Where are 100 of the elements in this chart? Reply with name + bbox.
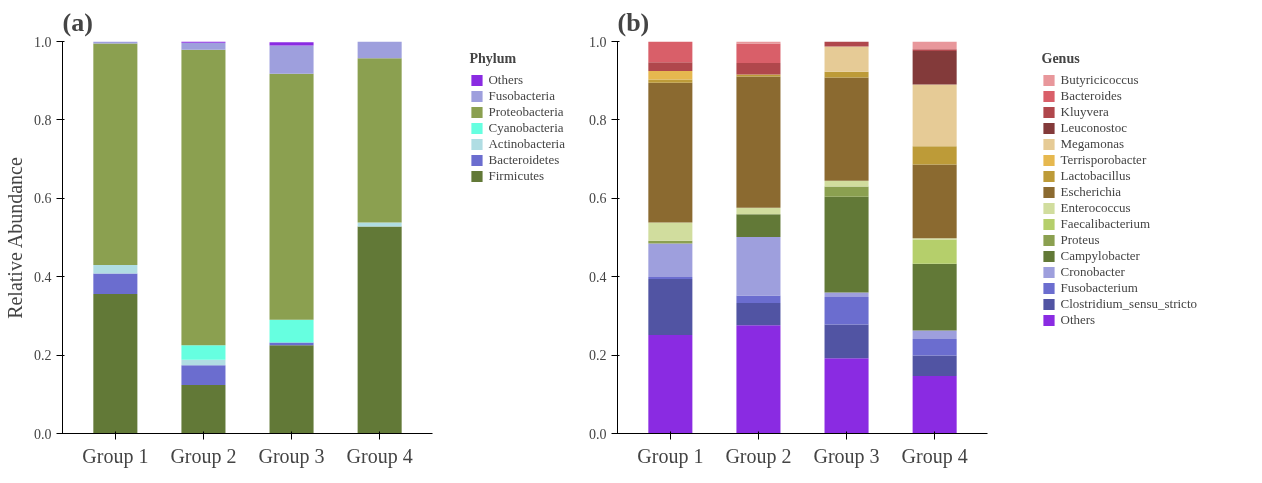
legend-label: Cronobacter: [1060, 264, 1125, 280]
legend-label: Terrisporobacter: [1060, 152, 1147, 168]
bar: [648, 70, 693, 80]
y-tick-label: 0.4: [589, 269, 607, 285]
bar: [736, 43, 781, 64]
bar: [912, 355, 957, 376]
legend-label: Lactobacillus: [1060, 168, 1131, 184]
y-tick-label: 0.0: [589, 426, 607, 442]
y-tick-label: 0.2: [589, 348, 607, 364]
bar: [824, 180, 869, 187]
bar: [648, 79, 693, 83]
bar: [912, 239, 957, 264]
bar: [93, 264, 138, 274]
legend-label: Bacteroidetes: [488, 152, 560, 168]
bar: [824, 292, 869, 298]
bar: [181, 384, 226, 434]
bar: [912, 330, 957, 340]
legend-label: Kluyvera: [1060, 104, 1109, 120]
bar: [93, 293, 138, 434]
legend-label: Fusobacterium: [1060, 280, 1138, 296]
y-tick-label: 0.4: [34, 269, 52, 285]
bar: [269, 42, 314, 46]
bar: [824, 196, 869, 293]
bar: [824, 77, 869, 181]
bar: [93, 273, 138, 294]
legend-label: Bacteroides: [1060, 88, 1122, 104]
bar: [357, 222, 402, 227]
bar: [648, 41, 693, 63]
bar: [736, 325, 781, 434]
bar: [824, 324, 869, 359]
y-tick-label: 1.0: [34, 34, 52, 50]
bar: [93, 43, 138, 265]
bar: [824, 186, 869, 197]
legend-label: Enterococcus: [1060, 200, 1131, 216]
bar: [736, 76, 781, 208]
bar: [648, 243, 693, 278]
x-tick-label: Group 2: [725, 444, 792, 468]
y-tick-label: 0.2: [34, 348, 52, 364]
bar: [736, 302, 781, 326]
bar: [181, 359, 226, 366]
bar: [181, 42, 226, 50]
legend-title: Phylum: [469, 51, 518, 67]
y-tick-label: 0.8: [34, 112, 52, 128]
y-tick-label: 0.6: [34, 191, 52, 207]
bar: [736, 295, 781, 303]
bar: [912, 50, 957, 85]
bar: [824, 297, 869, 325]
legend-label: Butyricicoccus: [1060, 72, 1139, 88]
bar: [269, 345, 314, 434]
y-tick-label: 0.0: [34, 426, 52, 442]
bar: [357, 226, 402, 434]
bar: [912, 146, 957, 165]
legend-label: Proteus: [1060, 232, 1100, 248]
bar: [824, 71, 869, 78]
x-tick-label: Group 1: [637, 444, 704, 468]
bar: [824, 46, 869, 72]
x-tick-label: Group 1: [82, 444, 149, 468]
bar: [269, 45, 314, 74]
bar: [269, 319, 314, 343]
bar: [357, 41, 402, 59]
bar: [736, 237, 781, 296]
chart-title: (b): [617, 7, 650, 37]
legend-label: Others: [488, 72, 524, 88]
legend-label: Cyanobacteria: [488, 120, 564, 136]
legend-label: Clostridium_sensu_stricto: [1060, 296, 1197, 312]
x-tick-label: Group 2: [170, 444, 237, 468]
bar: [648, 62, 693, 71]
y-tick-label: 0.6: [589, 191, 607, 207]
x-tick-label: Group 3: [813, 444, 880, 468]
legend-label: Escherichia: [1060, 184, 1122, 200]
bar: [912, 84, 957, 147]
bar: [181, 49, 226, 346]
legend-label: Fusobacteria: [488, 88, 555, 104]
legend-title: Genus: [1041, 51, 1081, 67]
bar: [736, 207, 781, 215]
bar: [912, 375, 957, 434]
legend-label: Others: [1060, 312, 1096, 328]
y-tick-label: 1.0: [589, 34, 607, 50]
bar: [181, 365, 226, 385]
x-tick-label: Group 4: [346, 444, 413, 468]
legend-label: Faecalibacterium: [1060, 216, 1151, 232]
legend-label: Actinobacteria: [488, 136, 565, 152]
bar: [648, 335, 693, 434]
bar: [181, 345, 226, 360]
bar: [648, 222, 693, 241]
y-tick-label: 0.8: [589, 112, 607, 128]
legend-label: Leuconostoc: [1060, 120, 1127, 136]
bar: [736, 214, 781, 238]
bar: [269, 73, 314, 320]
bar: [912, 339, 957, 356]
legend-label: Firmicutes: [488, 168, 545, 184]
legend-label: Campylobacter: [1060, 248, 1140, 264]
bar: [912, 164, 957, 239]
x-tick-label: Group 3: [258, 444, 325, 468]
bar: [824, 358, 869, 434]
bar: [648, 279, 693, 336]
x-tick-label: Group 4: [901, 444, 968, 468]
bar: [736, 63, 781, 75]
bar: [912, 263, 957, 331]
bar: [824, 41, 869, 47]
